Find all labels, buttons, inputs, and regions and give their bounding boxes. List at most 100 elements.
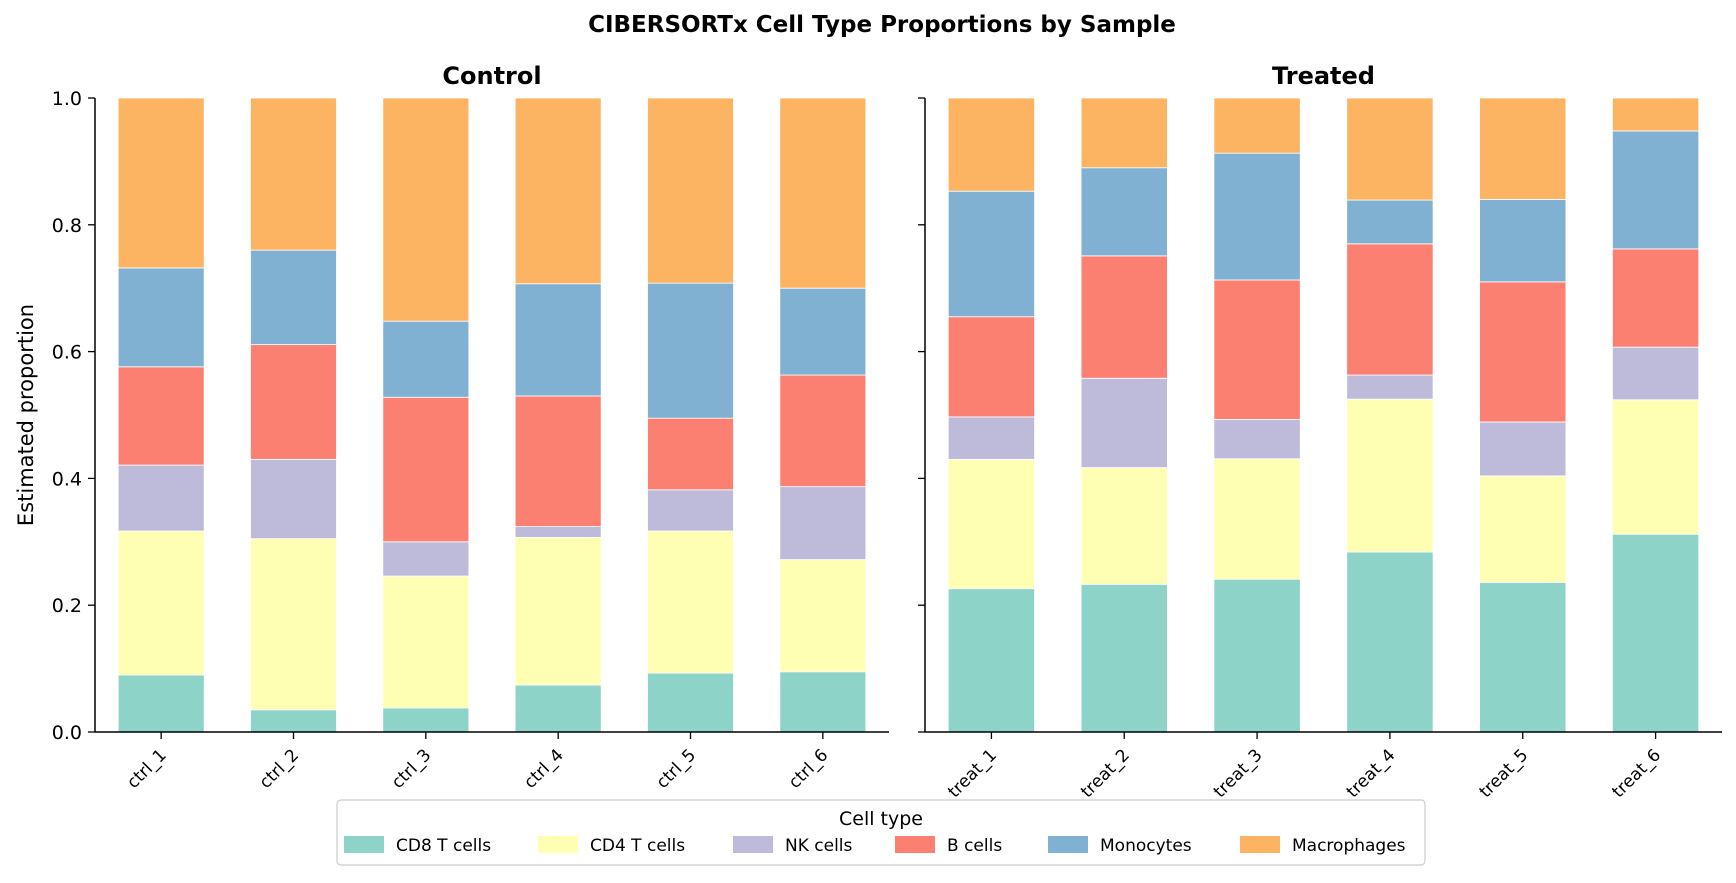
bar-segment-nk-cells [779, 486, 867, 560]
bar-segment-b-cells [647, 417, 734, 491]
bar-segment-monocytes [779, 287, 867, 376]
chart-title: CIBERSORTx Cell Type Proportions by Samp… [588, 12, 1176, 38]
bar-segment-cd4-t-cells [1080, 467, 1168, 585]
bar-segment-macrophages [647, 97, 734, 284]
bar-segment-monocytes [647, 282, 734, 419]
bar-segment-monocytes [1479, 199, 1567, 283]
bar-segment-nk-cells [1612, 346, 1700, 401]
bar-segment-cd8-t-cells [1080, 583, 1168, 733]
bar-segment-b-cells [382, 396, 470, 543]
bar-segment-cd8-t-cells [117, 674, 205, 733]
bar-segment-nk-cells [647, 489, 734, 532]
legend-swatch [733, 836, 773, 853]
bar-segment-cd4-t-cells [117, 530, 205, 676]
y-axis-label: Estimated proportion [14, 304, 38, 526]
bar-segment-monocytes [514, 283, 602, 397]
bar-segment-cd8-t-cells [382, 707, 470, 733]
legend-entry: CD4 T cells [538, 836, 685, 856]
panel-title: Treated [1272, 62, 1375, 90]
bar-segment-b-cells [117, 366, 205, 466]
y-tick-label: 0.8 [52, 215, 82, 237]
bar-segment-nk-cells [250, 458, 337, 540]
bar-segment-cd8-t-cells [514, 684, 602, 733]
bar-segment-macrophages [779, 97, 867, 289]
bar-segment-macrophages [1346, 97, 1434, 201]
bar-segment-macrophages [1612, 97, 1700, 132]
bar-segment-cd4-t-cells [1346, 398, 1434, 553]
bar-segment-nk-cells [514, 526, 602, 538]
bar-segment-monocytes [117, 267, 205, 368]
bar-segment-nk-cells [947, 416, 1035, 460]
bar-segment-macrophages [117, 97, 205, 269]
x-tick-label: treat_5 [1476, 745, 1533, 802]
bar-segment-macrophages [947, 97, 1035, 192]
bar-segment-macrophages [250, 97, 337, 251]
panels: Control ctrl_1 ctrl_2 ctrl_3 ctrl_4 ctrl_5 ctr… [52, 62, 1722, 802]
bar-segment-cd8-t-cells [1346, 551, 1434, 733]
bar-segment-cd4-t-cells [947, 458, 1035, 590]
bar-segment-macrophages [382, 97, 470, 322]
legend-label: CD4 T cells [590, 836, 685, 856]
legend-swatch [1048, 836, 1088, 853]
x-tick-label: ctrl_4 [520, 745, 567, 792]
bar-segment-cd8-t-cells [947, 588, 1035, 733]
legend-swatch [538, 836, 578, 853]
bar-segment-macrophages [1213, 97, 1301, 154]
x-tick-label: treat_2 [1077, 745, 1134, 802]
bar-segment-nk-cells [117, 464, 205, 532]
bar-segment-monocytes [1080, 167, 1168, 257]
panel-title: Control [442, 62, 541, 90]
bar-segment-monocytes [250, 249, 337, 346]
bar-segment-b-cells [1612, 248, 1700, 348]
legend-title: Cell type [839, 808, 923, 830]
legend-swatch [1240, 836, 1280, 853]
bar-segment-b-cells [947, 316, 1035, 418]
legend-entries: CD8 T cells CD4 T cells NK cells B cells Mon… [344, 836, 1406, 856]
x-tick-label: ctrl_6 [785, 745, 832, 792]
bar-segment-monocytes [1612, 130, 1700, 250]
bar-segment-nk-cells [1346, 374, 1434, 400]
legend-swatch [895, 836, 935, 853]
bar-segment-macrophages [1080, 97, 1168, 169]
bar-segment-b-cells [1213, 279, 1301, 420]
legend-entry: Macrophages [1240, 836, 1406, 856]
bar-segment-b-cells [1080, 255, 1168, 379]
bar-segment-nk-cells [1213, 419, 1301, 460]
panel-treated: Treated treat_1 treat_2 treat_3 treat_4 treat… [918, 62, 1722, 802]
x-tick-label: ctrl_3 [388, 745, 435, 792]
bar-segment-b-cells [779, 374, 867, 488]
bar-segment-monocytes [382, 320, 470, 398]
bar-segment-cd4-t-cells [514, 536, 602, 686]
y-tick-label: 0.0 [52, 722, 82, 744]
legend-label: NK cells [785, 836, 853, 856]
bar-segment-cd4-t-cells [382, 575, 470, 709]
bar-segment-monocytes [1346, 199, 1434, 245]
y-tick-label: 0.4 [52, 468, 82, 490]
legend: Cell type CD8 T cells CD4 T cells NK cells… [336, 799, 1426, 866]
bar-segment-b-cells [250, 344, 337, 460]
legend-swatch [344, 836, 384, 853]
x-tick-label: treat_4 [1343, 745, 1400, 802]
x-tick-label: treat_1 [944, 745, 1001, 802]
x-tick-label: ctrl_5 [653, 745, 700, 792]
bar-segment-cd8-t-cells [250, 709, 337, 733]
x-tick-label: ctrl_1 [123, 745, 170, 792]
legend-entry: NK cells [733, 836, 853, 856]
legend-label: CD8 T cells [396, 836, 491, 856]
legend-frame [336, 799, 1426, 866]
bar-segment-monocytes [1213, 152, 1301, 281]
bar-segment-macrophages [1479, 97, 1567, 200]
legend-label: Monocytes [1100, 836, 1192, 856]
bar-segment-nk-cells [1080, 377, 1168, 469]
y-tick-label: 0.2 [52, 595, 82, 617]
bar-segment-b-cells [1479, 281, 1567, 423]
bar-segment-cd8-t-cells [779, 671, 867, 733]
bar-segment-cd4-t-cells [647, 530, 734, 674]
bar-segment-cd4-t-cells [1213, 458, 1301, 580]
bar-segment-cd4-t-cells [1479, 475, 1567, 583]
bar-segment-monocytes [947, 190, 1035, 318]
y-tick-label: 0.6 [52, 342, 82, 364]
legend-entry: CD8 T cells [344, 836, 491, 856]
